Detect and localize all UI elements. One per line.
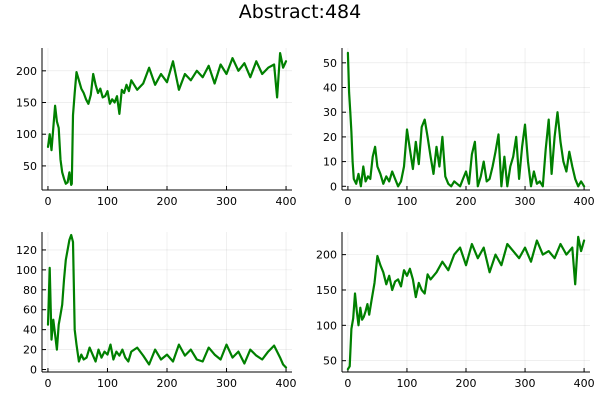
x-tick-label: 200 (157, 195, 178, 208)
y-tick-label: 100 (16, 264, 37, 277)
y-tick-label: 50 (323, 57, 337, 70)
x-tick-label: 200 (456, 195, 477, 208)
x-tick-label: 0 (344, 195, 351, 208)
series-line (346, 51, 586, 188)
y-tick-label: 20 (23, 344, 37, 357)
x-tick-label: 400 (574, 377, 595, 390)
series-line (46, 51, 288, 186)
y-tick-label: 200 (316, 249, 337, 262)
y-tick-label: 30 (323, 106, 337, 119)
x-tick-label: 100 (396, 377, 417, 390)
x-tick-label: 200 (157, 377, 178, 390)
x-tick-label: 0 (44, 195, 51, 208)
x-tick-label: 300 (216, 377, 237, 390)
y-tick-label: 100 (16, 128, 37, 141)
y-tick-label: 120 (16, 244, 37, 257)
x-tick-label: 300 (515, 195, 536, 208)
y-tick-label: 10 (323, 156, 337, 169)
x-tick-label: 100 (97, 195, 118, 208)
y-tick-label: 40 (23, 324, 37, 337)
y-tick-label: 40 (323, 82, 337, 95)
y-tick-label: 20 (323, 131, 337, 144)
x-tick-label: 300 (515, 377, 536, 390)
x-tick-label: 300 (216, 195, 237, 208)
series-line (346, 235, 586, 371)
series-line (46, 233, 288, 369)
x-tick-label: 100 (97, 377, 118, 390)
y-tick-label: 0 (30, 364, 37, 377)
x-tick-label: 400 (276, 377, 297, 390)
x-tick-label: 0 (44, 377, 51, 390)
x-tick-label: 0 (344, 377, 351, 390)
figure-title: Abstract:484 (239, 1, 361, 23)
y-tick-label: 50 (23, 160, 37, 173)
y-tick-label: 100 (316, 319, 337, 332)
x-tick-label: 400 (276, 195, 297, 208)
y-tick-label: 150 (16, 97, 37, 110)
y-tick-label: 60 (23, 304, 37, 317)
x-tick-label: 400 (574, 195, 595, 208)
x-tick-label: 100 (396, 195, 417, 208)
y-tick-label: 50 (323, 355, 337, 368)
subplot-bottom-right: 0 100 200 300 400 50 100 150 200 (316, 232, 595, 390)
y-tick-label: 200 (16, 65, 37, 78)
subplot-top-left: 0 100 200 300 400 50 100 150 200 (16, 48, 297, 208)
y-tick-label: 0 (330, 180, 337, 193)
y-tick-label: 150 (316, 284, 337, 297)
x-tick-label: 200 (456, 377, 477, 390)
subplot-bottom-left: 0 100 200 300 400 0 20 40 60 80 100 120 (16, 232, 297, 390)
subplot-top-right: 0 100 200 300 400 0 10 20 30 40 50 (323, 48, 595, 208)
y-tick-label: 80 (23, 284, 37, 297)
